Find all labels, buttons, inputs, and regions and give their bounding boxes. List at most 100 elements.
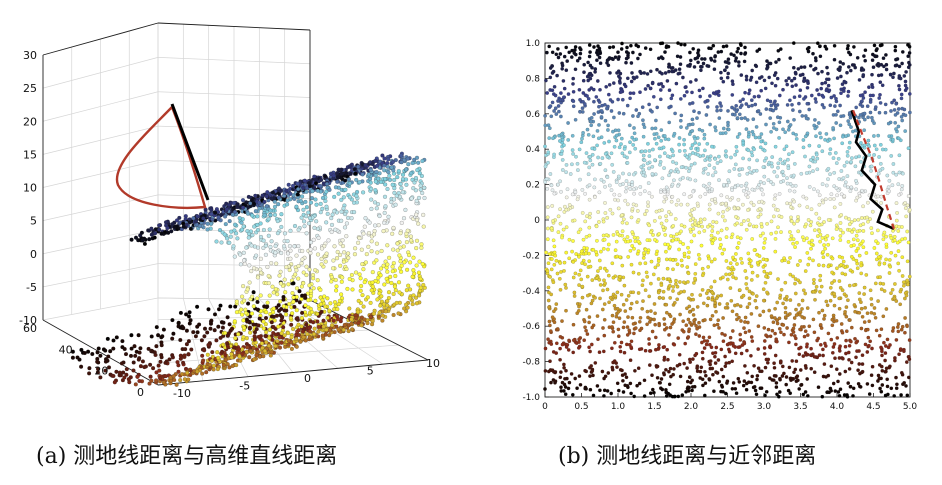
data-point: [129, 333, 134, 338]
data-point: [590, 369, 595, 373]
data-point: [417, 293, 422, 298]
data-point: [707, 377, 712, 381]
data-point: [606, 242, 611, 247]
data-point: [571, 260, 576, 264]
data-point: [717, 178, 721, 182]
data-point: [652, 390, 656, 395]
data-point: [347, 276, 352, 282]
data-point: [562, 362, 566, 367]
data-point: [326, 238, 331, 243]
data-point: [645, 322, 649, 327]
data-point: [686, 123, 691, 127]
data-point: [380, 153, 385, 158]
data-point: [754, 305, 759, 310]
data-point: [571, 152, 575, 156]
data-point: [838, 60, 843, 64]
data-point: [626, 239, 631, 244]
data-point: [658, 154, 662, 159]
data-point: [629, 391, 633, 396]
data-point: [548, 75, 553, 80]
data-point: [278, 299, 283, 304]
data-point: [693, 276, 697, 281]
data-point: [748, 222, 752, 227]
data-point: [859, 141, 863, 145]
data-point: [592, 185, 597, 190]
data-point: [876, 299, 880, 303]
data-point: [682, 361, 687, 366]
data-point: [385, 186, 390, 192]
data-point: [250, 233, 255, 238]
data-point: [227, 322, 232, 327]
data-point: [890, 329, 895, 333]
data-point: [706, 265, 711, 269]
data-point: [298, 198, 303, 204]
x-tick-label: -5: [239, 380, 250, 393]
data-point: [724, 226, 729, 231]
data-point: [403, 177, 409, 182]
data-point: [814, 134, 818, 139]
data-point: [98, 353, 103, 358]
data-point: [592, 45, 596, 49]
data-point: [848, 318, 852, 322]
data-point: [205, 330, 210, 335]
data-point: [698, 194, 703, 199]
data-point: [762, 148, 767, 153]
data-point: [138, 364, 143, 369]
data-point: [749, 353, 753, 358]
data-point: [392, 186, 397, 191]
data-point: [366, 231, 372, 236]
data-point: [730, 309, 735, 314]
data-point: [763, 86, 768, 91]
data-point: [352, 200, 357, 205]
data-point: [200, 371, 205, 376]
data-point: [703, 166, 708, 171]
data-point: [823, 197, 828, 202]
data-point: [567, 50, 572, 55]
data-point: [610, 346, 614, 351]
data-point: [700, 377, 705, 382]
data-point: [805, 236, 809, 241]
data-point: [642, 378, 647, 383]
data-point: [187, 310, 192, 315]
data-point: [794, 132, 798, 137]
data-point: [549, 226, 554, 231]
data-point: [772, 73, 777, 78]
data-point: [306, 181, 312, 186]
data-point: [612, 303, 617, 308]
data-point: [340, 238, 345, 243]
data-point: [718, 246, 722, 250]
data-point: [838, 234, 843, 238]
data-point: [882, 289, 887, 293]
data-point: [334, 288, 339, 293]
data-point: [759, 132, 764, 136]
data-point: [321, 324, 326, 329]
data-point: [899, 393, 903, 397]
data-point: [788, 56, 793, 60]
data-point: [711, 173, 715, 178]
data-point: [580, 106, 585, 111]
data-point: [606, 128, 610, 132]
data-point: [876, 373, 881, 378]
data-point: [385, 303, 390, 308]
data-point: [802, 78, 806, 83]
data-point: [287, 301, 292, 307]
data-point: [778, 47, 783, 51]
data-point: [261, 227, 266, 233]
data-point: [654, 131, 659, 136]
data-point: [587, 165, 592, 170]
data-point: [112, 380, 117, 385]
data-point: [754, 80, 759, 85]
data-point: [738, 236, 743, 241]
data-point: [820, 394, 825, 399]
data-point: [597, 220, 601, 224]
data-point: [808, 63, 813, 68]
data-point: [175, 360, 180, 365]
data-point: [641, 122, 646, 127]
data-point: [828, 172, 832, 177]
data-point: [836, 379, 840, 384]
data-point: [832, 57, 837, 62]
data-point: [620, 213, 624, 218]
data-point: [768, 116, 773, 120]
data-point: [709, 58, 714, 62]
data-point: [713, 354, 717, 359]
